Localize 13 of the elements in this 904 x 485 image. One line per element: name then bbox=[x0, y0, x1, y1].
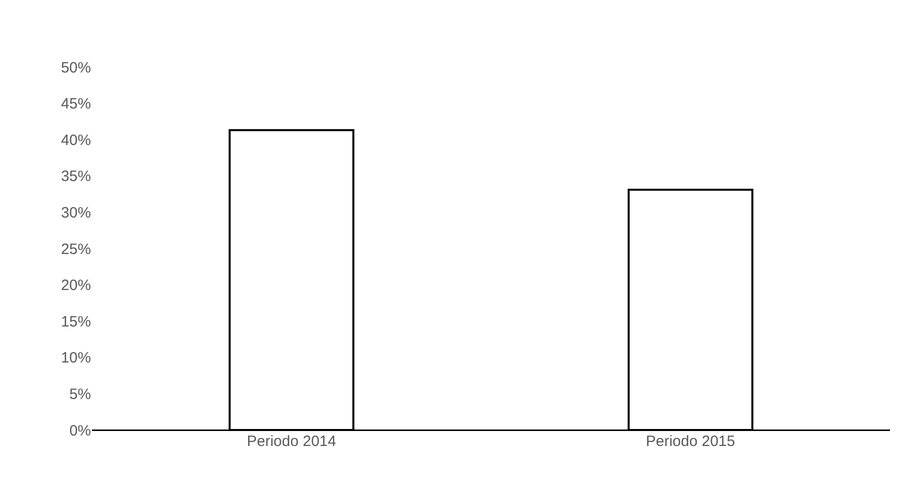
y-tick-label: 10% bbox=[60, 350, 91, 367]
x-tick-label: Periodo 2015 bbox=[646, 433, 736, 450]
y-tick-label: 50% bbox=[60, 59, 91, 76]
y-tick-label: 40% bbox=[60, 132, 91, 149]
y-tick-label: 15% bbox=[60, 313, 91, 330]
y-tick-label: 5% bbox=[69, 386, 91, 403]
y-tick-label: 25% bbox=[60, 240, 91, 258]
x-tick-label: Periodo 2014 bbox=[246, 433, 336, 450]
y-tick-label: 35% bbox=[60, 168, 91, 186]
y-tick-label: 0% bbox=[69, 422, 91, 440]
y-tick-label: 30% bbox=[60, 204, 91, 222]
y-tick-label: 20% bbox=[60, 277, 91, 294]
y-tick-label: 45% bbox=[60, 96, 91, 113]
